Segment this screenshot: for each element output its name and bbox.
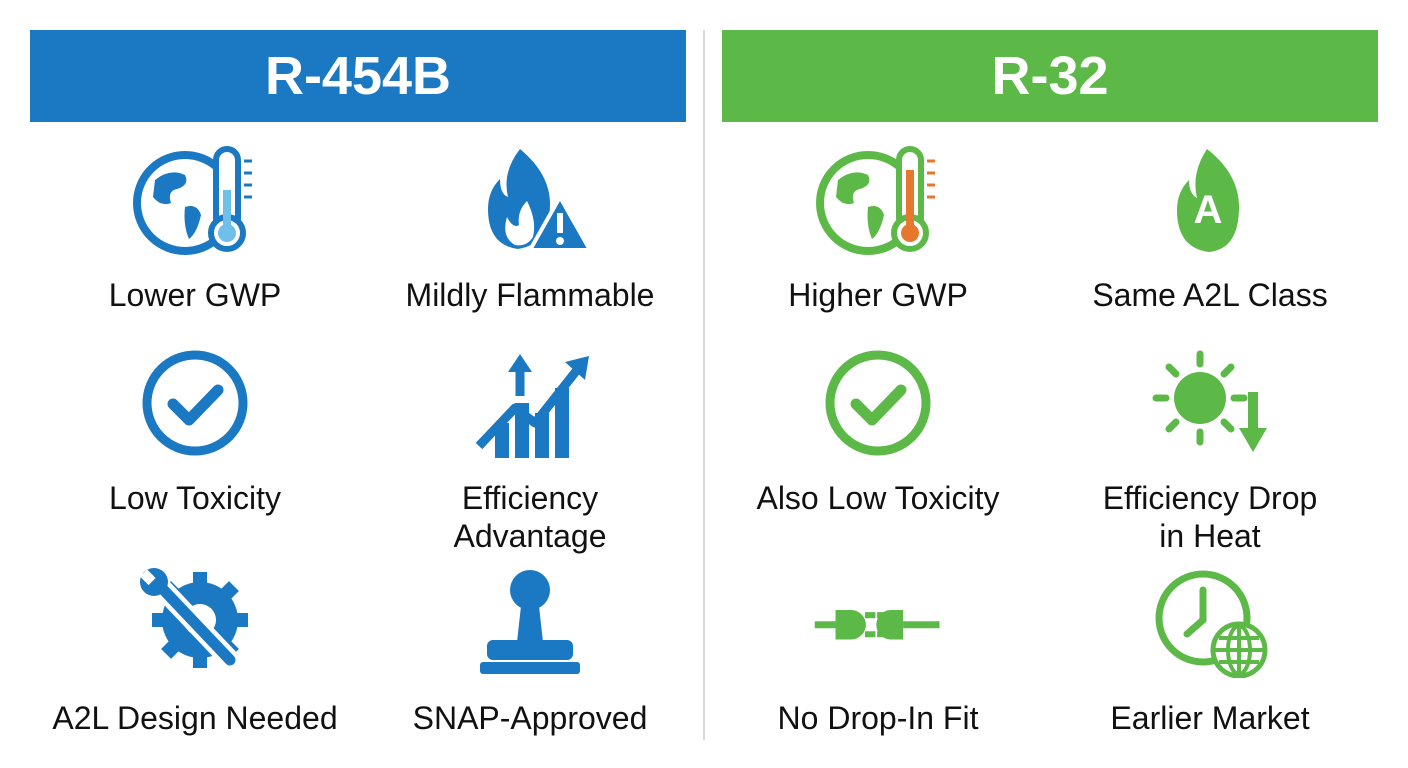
feature-label: Also Low Toxicity xyxy=(756,480,1000,516)
feature-label: Earlier Market xyxy=(1110,700,1310,736)
feature-label: Efficiency Drop in Heat xyxy=(1102,480,1318,554)
growth-chart-icon xyxy=(475,354,589,458)
feature: Efficiency Drop in Heat xyxy=(1045,348,1375,555)
feature: Earlier Market xyxy=(1045,568,1375,737)
feature-label: Mildly Flammable xyxy=(405,277,655,313)
feature-label: Higher GWP xyxy=(788,277,968,313)
icon-text: A xyxy=(1194,188,1223,232)
divider xyxy=(703,30,705,740)
feature: SNAP-Approved xyxy=(365,568,695,737)
feature-label: No Drop-In Fit xyxy=(777,700,979,736)
check-icon xyxy=(142,350,248,456)
wrench-gear-icon xyxy=(140,568,248,670)
feature-label: Efficiency Advantage xyxy=(453,480,607,554)
feature: Mildly Flammable xyxy=(365,145,695,314)
feature-label: Same A2L Class xyxy=(1092,277,1328,313)
flame-a-icon: A xyxy=(1177,149,1239,252)
flame-warning-icon xyxy=(488,149,594,252)
clock-globe-icon xyxy=(1155,570,1268,678)
stamp-icon xyxy=(480,570,580,674)
feature: No Drop-In Fit xyxy=(713,568,1043,737)
feature-label: Low Toxicity xyxy=(109,480,281,516)
feature-label: Lower GWP xyxy=(108,277,282,313)
globe-thermometer-icon xyxy=(816,146,935,255)
plug-icon xyxy=(814,610,940,640)
sun-down-icon xyxy=(1152,350,1267,452)
feature: Low Toxicity xyxy=(30,348,360,517)
feature: Also Low Toxicity xyxy=(713,348,1043,517)
feature: Efficiency Advantage xyxy=(365,348,695,555)
panel-header: R-32 xyxy=(722,30,1378,122)
feature: Higher GWP xyxy=(713,145,1043,314)
feature: Lower GWP xyxy=(30,145,360,314)
feature: A Same A2L Class xyxy=(1045,145,1375,314)
globe-thermometer-icon xyxy=(133,146,252,255)
panel-header: R-454B xyxy=(30,30,686,122)
feature-label: SNAP-Approved xyxy=(412,700,648,736)
feature-label: A2L Design Needed xyxy=(52,700,338,736)
feature: A2L Design Needed xyxy=(30,568,360,737)
check-icon xyxy=(825,350,931,456)
